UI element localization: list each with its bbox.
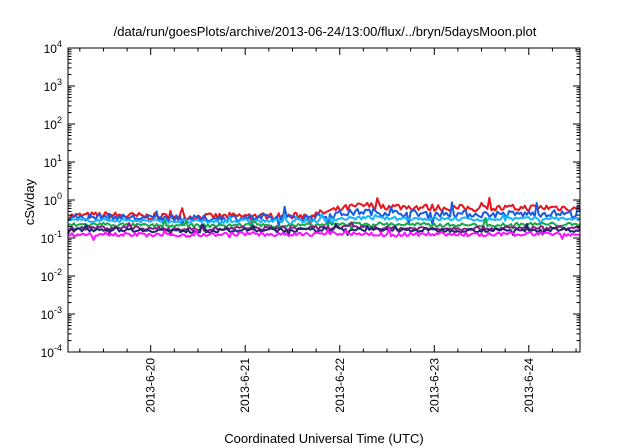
x-tick-label: 2013-6-22 [333, 358, 347, 413]
y-tick-label: 10-4 [41, 343, 62, 360]
series-line [67, 212, 581, 227]
x-tick-label: 2013-6-23 [427, 358, 441, 413]
series-layer [67, 196, 581, 241]
x-tick-label: 2013-6-20 [144, 358, 158, 413]
y-axis-label: cSv/day [22, 178, 37, 225]
x-tick-label: 2013-6-21 [238, 358, 252, 413]
series-line [67, 227, 581, 241]
y-tick-label: 104 [44, 39, 62, 56]
x-tick-label: 2013-6-24 [522, 358, 536, 413]
y-tick-label: 103 [44, 77, 62, 94]
y-tick-label: 100 [44, 191, 62, 208]
plot-frame [67, 47, 581, 353]
axis-layer: 10-4 10-3 10-2 10-1 100 101 102 103 104 2013-6-20… [41, 39, 580, 413]
series-line [67, 223, 581, 237]
y-tick-label: 101 [44, 153, 62, 170]
y-tick-label: 10-2 [41, 267, 62, 284]
y-tick-label: 10-3 [41, 305, 62, 322]
chart-title: /data/run/goesPlots/archive/2013-06-24/1… [114, 24, 537, 39]
series-line [67, 217, 581, 231]
y-tick-label: 10-1 [41, 229, 62, 246]
x-axis-label: Coordinated Universal Time (UTC) [224, 431, 423, 446]
y-tick-label: 102 [44, 115, 62, 132]
